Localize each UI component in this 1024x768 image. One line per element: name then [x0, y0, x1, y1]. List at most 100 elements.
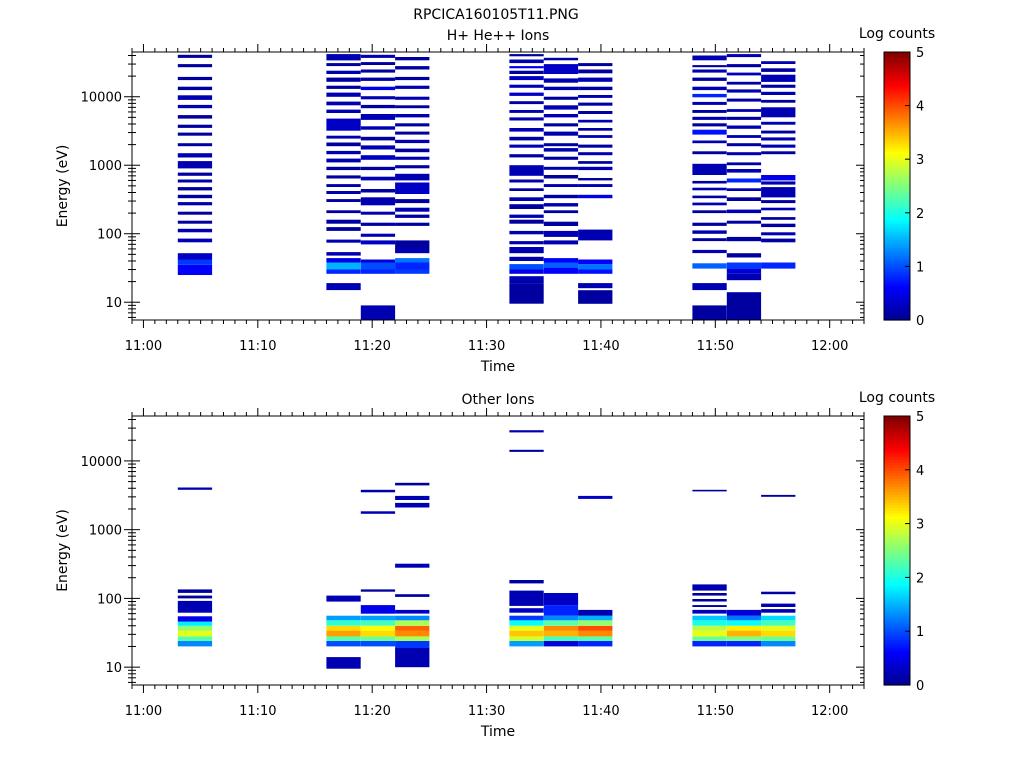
- heatmap-cell: [177, 259, 213, 265]
- colorbar-band: [884, 604, 910, 608]
- colorbar-band: [884, 658, 910, 662]
- colorbar-band: [884, 186, 910, 190]
- heatmap-cell: [360, 211, 396, 215]
- x-tick-label: 11:30: [468, 704, 505, 719]
- colorbar: 0 1 2 3 4 5 Log counts: [859, 26, 935, 329]
- heatmap-cell: [509, 136, 544, 141]
- heatmap-cell: [761, 603, 796, 607]
- heatmap-cell: [177, 238, 213, 243]
- colorbar-band: [884, 73, 910, 77]
- colorbar-band: [884, 277, 910, 281]
- colorbar-band: [884, 57, 910, 61]
- heatmap-cell: [692, 641, 727, 647]
- heatmap-cell: [177, 161, 213, 169]
- colorbar-band: [884, 303, 910, 308]
- colorbar-band: [884, 191, 910, 195]
- heatmap-cell: [543, 625, 579, 631]
- colorbar-band: [884, 261, 910, 265]
- heatmap-cell: [761, 200, 796, 204]
- heatmap-cell: [177, 265, 213, 275]
- heatmap-cell: [395, 105, 430, 109]
- heatmap-cell: [578, 269, 613, 274]
- colorbar-band: [884, 507, 910, 511]
- heatmap-cell: [509, 117, 544, 121]
- colorbar-band: [884, 156, 910, 160]
- heatmap-cell: [177, 64, 213, 68]
- heatmap-cell: [509, 154, 544, 158]
- heatmap-cell: [578, 102, 613, 106]
- colorbar-band: [884, 188, 910, 192]
- heatmap-cell: [395, 625, 430, 631]
- colorbar-band: [884, 537, 910, 541]
- heatmap-cell: [326, 118, 361, 131]
- heatmap-cell: [326, 135, 361, 139]
- colorbar-band: [884, 234, 910, 238]
- heatmap-cell: [543, 230, 579, 237]
- heatmap-cell: [761, 207, 796, 211]
- colorbar-band: [884, 263, 910, 267]
- heatmap-cell: [326, 142, 361, 147]
- colorbar-band: [884, 84, 910, 88]
- heatmap-cell: [692, 140, 727, 144]
- colorbar-frame: [883, 415, 911, 686]
- heatmap-column: [578, 63, 613, 304]
- heatmap-cell: [692, 163, 727, 175]
- colorbar-tick-label: 0: [916, 314, 924, 329]
- heatmap-cell: [543, 240, 579, 245]
- heatmap-cell: [761, 620, 796, 626]
- heatmap-cell: [509, 197, 544, 201]
- heatmap-cell: [726, 641, 762, 647]
- heatmap-cell: [509, 179, 544, 183]
- heatmap-cell: [509, 219, 544, 224]
- colorbar-band: [884, 172, 910, 176]
- heatmap-cell: [692, 77, 727, 81]
- x-tick-label: 11:10: [239, 704, 276, 719]
- heatmap-cell: [578, 636, 613, 641]
- heatmap-cell: [395, 222, 430, 226]
- heatmap-cell: [578, 152, 613, 156]
- heatmap-column: [395, 57, 430, 274]
- heatmap-cell: [326, 595, 361, 602]
- heatmap-cell: [692, 283, 727, 291]
- x-tick-label: 11:50: [697, 339, 734, 354]
- heatmap-cell: [509, 241, 544, 245]
- heatmap-cell: [509, 630, 544, 637]
- colorbar-band: [884, 140, 910, 144]
- heatmap-cell: [761, 636, 796, 641]
- colorbar-band: [884, 666, 910, 670]
- colorbar-band: [884, 542, 910, 546]
- colorbar-band: [884, 553, 910, 557]
- colorbar-tick-label: 2: [916, 207, 924, 222]
- heatmap-cell: [726, 636, 762, 641]
- colorbar-band: [884, 477, 910, 482]
- colorbar-band: [884, 606, 910, 611]
- heatmap-cell: [395, 148, 430, 153]
- colorbar-band: [884, 432, 910, 436]
- heatmap-cell: [692, 180, 727, 184]
- heatmap-cell: [326, 85, 361, 89]
- heatmap-cell: [360, 62, 396, 65]
- heatmap-cell: [509, 165, 544, 176]
- colorbar-band: [884, 475, 910, 479]
- heatmap-cell: [360, 176, 396, 181]
- heatmap-cell: [543, 262, 579, 268]
- heatmap-cell: [578, 86, 613, 91]
- heatmap-cell: [509, 247, 544, 254]
- heatmap-cell: [578, 144, 613, 148]
- heatmap-cell: [395, 199, 430, 204]
- colorbar-band: [884, 636, 910, 640]
- heatmap-cell: [177, 54, 213, 58]
- heatmap-cell: [177, 616, 213, 622]
- colorbar-band: [884, 679, 910, 683]
- heatmap-cell: [543, 123, 579, 127]
- heatmap-cell: [543, 267, 579, 274]
- heatmap-cell: [395, 502, 430, 508]
- heatmap-cell: [509, 188, 544, 191]
- colorbar-band: [884, 247, 910, 251]
- heatmap-cell: [761, 144, 796, 148]
- colorbar-band: [884, 212, 910, 217]
- colorbar-band: [884, 469, 910, 474]
- colorbar-band: [884, 467, 910, 471]
- panel-title: Other Ions: [461, 392, 534, 408]
